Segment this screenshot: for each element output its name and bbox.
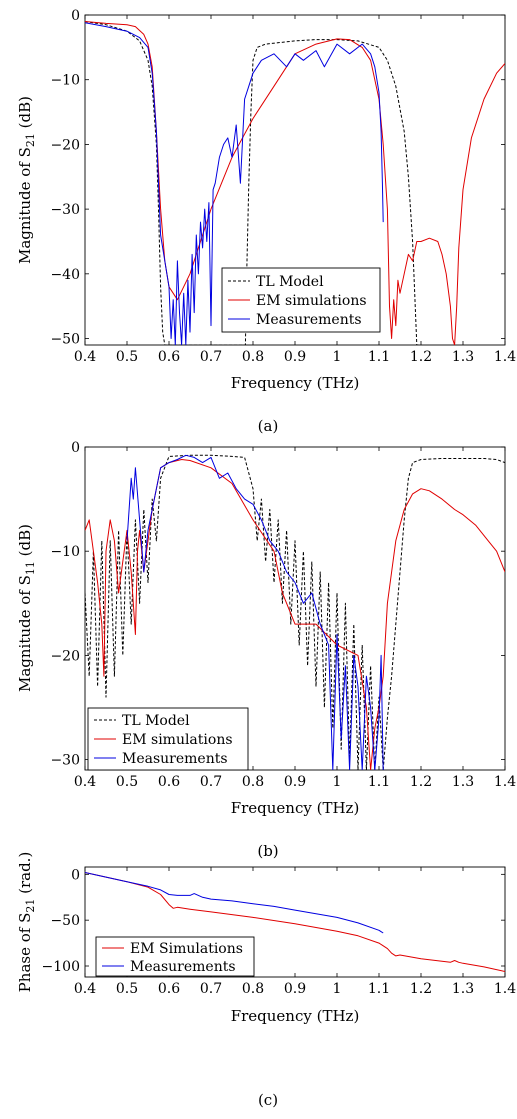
y-tick-label: −20 bbox=[50, 137, 80, 153]
x-tick-label: 1.2 bbox=[410, 981, 432, 997]
x-tick-label: 0.9 bbox=[284, 774, 306, 790]
y-tick-label: 0 bbox=[71, 8, 80, 24]
legend-label-em-simulations: EM Simulations bbox=[130, 941, 243, 957]
y-tick-label: −20 bbox=[50, 648, 80, 664]
series-line-tl-model bbox=[85, 21, 421, 345]
x-tick-label: 1.1 bbox=[368, 774, 390, 790]
x-tick-label: 1.2 bbox=[410, 774, 432, 790]
x-axis-title: Frequency (THz) bbox=[231, 799, 360, 817]
panel-caption: (a) bbox=[258, 417, 279, 435]
y-tick-label: −10 bbox=[50, 73, 80, 89]
panel-caption: (b) bbox=[257, 842, 278, 860]
x-tick-label: 0.8 bbox=[242, 349, 264, 365]
y-axis-title: Magnitude of S11 (dB) bbox=[16, 524, 37, 692]
legend-label-measurements: Measurements bbox=[130, 959, 236, 975]
x-tick-label: 1.3 bbox=[452, 981, 474, 997]
y-tick-label: −30 bbox=[50, 753, 80, 769]
x-tick-label: 0.9 bbox=[284, 349, 306, 365]
series-line-measurements bbox=[126, 454, 384, 770]
legend-box bbox=[95, 936, 255, 977]
panel-caption: (c) bbox=[258, 1091, 278, 1109]
legend-label-measurements: Measurements bbox=[256, 312, 362, 328]
x-tick-label: 1.1 bbox=[368, 349, 390, 365]
y-axis-title: Phase of S21 (rad.) bbox=[16, 852, 37, 993]
x-tick-label: 1.1 bbox=[368, 981, 390, 997]
panel-a: 0.4 0.5 0.6 0.7 0.8 0.9 1 1.1 1.2 1.3 1.4 0 −10 −20 −3… bbox=[16, 8, 516, 435]
x-tick-label: 0.9 bbox=[284, 981, 306, 997]
series-line-em-simulations bbox=[85, 872, 505, 972]
x-tick-label: 0.8 bbox=[242, 774, 264, 790]
x-tick-label: 0.5 bbox=[116, 774, 138, 790]
y-tick-label: 0 bbox=[71, 440, 80, 456]
x-tick-label: 0.7 bbox=[200, 981, 222, 997]
x-tick-label: 1.3 bbox=[452, 774, 474, 790]
x-tick-label: 1 bbox=[333, 774, 342, 790]
x-tick-label: 0.6 bbox=[158, 981, 180, 997]
x-tick-label: 1 bbox=[333, 981, 342, 997]
x-axis-title: Frequency (THz) bbox=[231, 1007, 360, 1025]
y-tick-label: −100 bbox=[42, 959, 80, 975]
legend-label-tl-model: TL Model bbox=[256, 274, 324, 290]
y-tick-label: 0 bbox=[71, 867, 80, 883]
x-tick-label: 0.7 bbox=[200, 774, 222, 790]
series-line-em-simulations bbox=[85, 21, 505, 345]
x-tick-label: 1.2 bbox=[410, 349, 432, 365]
x-tick-label: 0.6 bbox=[158, 774, 180, 790]
y-tick-label: −40 bbox=[50, 267, 80, 283]
panel-b: 0.4 0.5 0.6 0.7 0.8 0.9 1 1.1 1.2 1.3 1.4 0 −10 −20 −3… bbox=[16, 440, 516, 860]
legend-label-tl-model: TL Model bbox=[122, 713, 190, 729]
x-tick-label: 0.4 bbox=[74, 981, 96, 997]
x-tick-label: 0.4 bbox=[74, 774, 96, 790]
legend-label-measurements: Measurements bbox=[122, 751, 228, 767]
y-tick-label: −50 bbox=[50, 913, 80, 929]
y-axis-title: Magnitude of S21 (dB) bbox=[16, 96, 37, 264]
x-tick-label: 0.5 bbox=[116, 981, 138, 997]
series-line-em-simulations bbox=[85, 459, 505, 770]
x-axis-title: Frequency (THz) bbox=[231, 374, 360, 392]
x-tick-label: 1.4 bbox=[494, 981, 516, 997]
y-tick-label: −10 bbox=[50, 544, 80, 560]
series-line-measurements bbox=[85, 22, 384, 345]
x-tick-label: 1.3 bbox=[452, 349, 474, 365]
series-line-measurements bbox=[85, 872, 384, 934]
legend-label-em-simulations: EM simulations bbox=[256, 293, 367, 309]
x-tick-label: 0.4 bbox=[74, 349, 96, 365]
legend: EM Simulations Measurements bbox=[95, 936, 255, 977]
x-tick-label: 1.4 bbox=[494, 774, 516, 790]
y-tick-label: −50 bbox=[50, 332, 80, 348]
panel-c: 0.4 0.5 0.6 0.7 0.8 0.9 1 1.1 1.2 1.3 1.40−50−100 … bbox=[16, 852, 516, 1109]
legend: TL Model EM simulations Measurements bbox=[221, 267, 381, 333]
legend-label-em-simulations: EM simulations bbox=[122, 732, 233, 748]
x-tick-label: 0.6 bbox=[158, 349, 180, 365]
x-tick-label: 0.5 bbox=[116, 349, 138, 365]
x-tick-label: 0.8 bbox=[242, 981, 264, 997]
legend: TL Model EM simulations Measurements bbox=[87, 707, 249, 771]
x-tick-label: 1.4 bbox=[494, 349, 516, 365]
y-tick-label: −30 bbox=[50, 202, 80, 218]
x-tick-label: 0.7 bbox=[200, 349, 222, 365]
x-tick-label: 1 bbox=[333, 349, 342, 365]
